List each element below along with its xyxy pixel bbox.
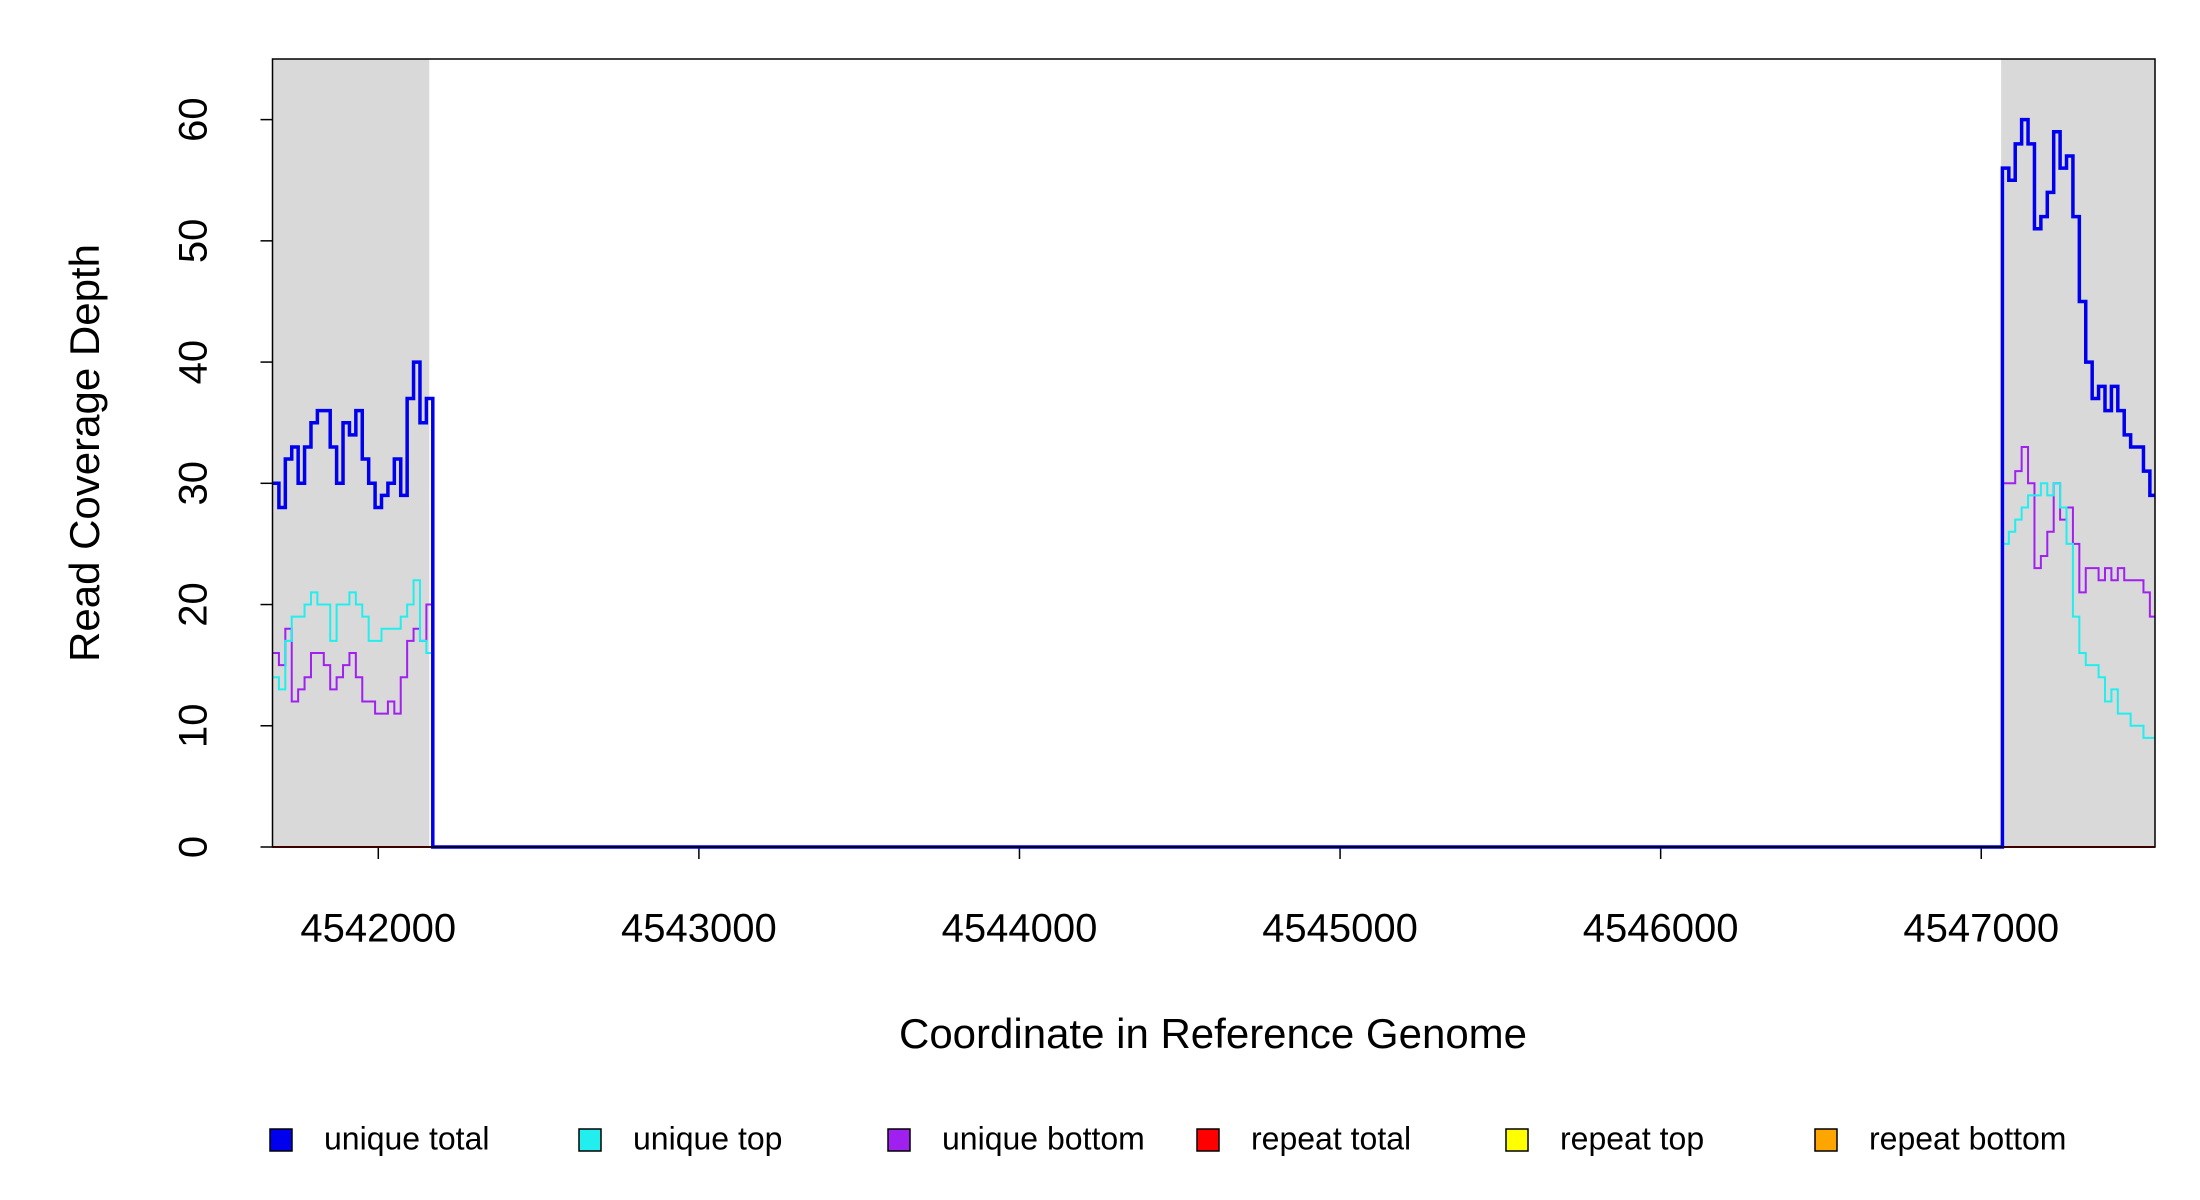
y-axis-title: Read Coverage Depth (61, 244, 108, 662)
series-line (272, 482, 2155, 848)
legend-label: unique bottom (942, 1120, 1145, 1156)
legend-swatch (887, 1128, 911, 1152)
plot-frame (271, 58, 2156, 848)
y-tick-label: 10 (172, 704, 216, 749)
x-tick-label: 4547000 (1903, 907, 2059, 951)
y-tick-label: 20 (172, 582, 216, 627)
legend-label: repeat total (1251, 1120, 1411, 1156)
x-axis-title: Coordinate in Reference Genome (899, 1010, 1527, 1057)
y-tick-label: 0 (172, 836, 216, 858)
y-tick-label: 30 (172, 461, 216, 506)
legend-swatch (269, 1128, 293, 1152)
x-tick-label: 4546000 (1583, 907, 1739, 951)
x-tick-label: 4545000 (1262, 907, 1418, 951)
legend-swatch (1814, 1128, 1838, 1152)
x-tick-label: 4544000 (942, 907, 1098, 951)
series-line (272, 117, 2155, 849)
series-line (272, 445, 2155, 848)
y-tick-label: 40 (172, 340, 216, 385)
legend-label: unique total (324, 1120, 489, 1156)
legend-label: repeat bottom (1869, 1120, 2066, 1156)
highlight-region (2001, 59, 2155, 847)
legend-swatch (1196, 1128, 1220, 1152)
x-tick-label: 4543000 (621, 907, 777, 951)
legend-swatch (1505, 1128, 1529, 1152)
legend-label: unique top (633, 1120, 782, 1156)
y-tick-label: 50 (172, 219, 216, 264)
x-tick-label: 4542000 (300, 907, 456, 951)
y-tick-label: 60 (172, 97, 216, 142)
legend-label: repeat top (1560, 1120, 1704, 1156)
legend-swatch (578, 1128, 602, 1152)
